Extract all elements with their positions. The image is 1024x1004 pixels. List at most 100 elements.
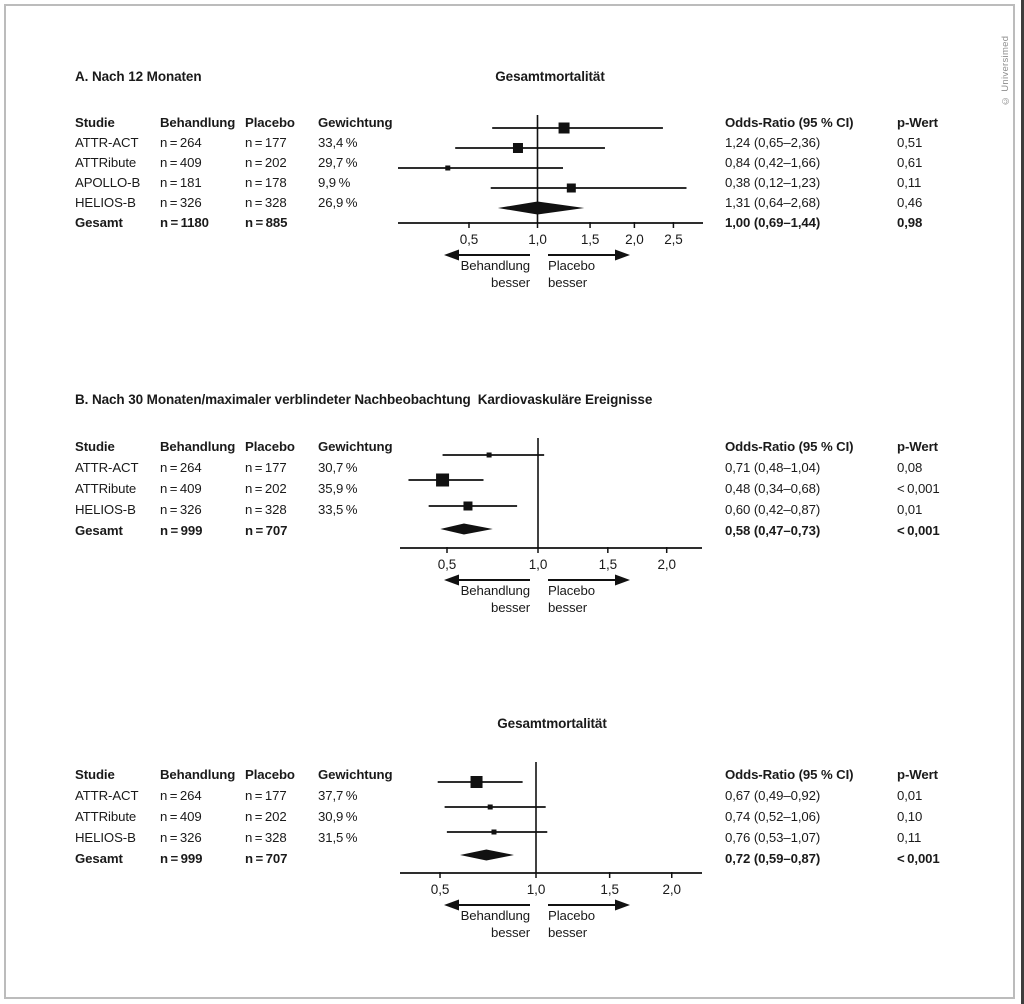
cell-weight: 33,5 % — [318, 502, 358, 517]
cell-treatment-n: n = 264 — [160, 788, 202, 803]
cell-p-value: 0,46 — [897, 195, 923, 210]
cell-placebo-n: n = 202 — [245, 481, 287, 496]
cell-weight: 26,9 % — [318, 195, 358, 210]
cell-total-label: Gesamt — [75, 851, 123, 866]
cell-odds-ratio: 1,24 (0,65–2,36) — [725, 135, 821, 150]
cell-treatment-n: n = 326 — [160, 830, 202, 845]
cell-study: APOLLO-B — [75, 175, 141, 190]
odds-ratio-table: Odds-Ratio (95 % CI) p-Wert 1,24 (0,65–2,3… — [725, 113, 977, 233]
cell-weight: 30,7 % — [318, 460, 358, 475]
cell-weight: 37,7 % — [318, 788, 358, 803]
cell-total-weight — [318, 848, 418, 869]
odds-ratio-table: Odds-Ratio (95 % CI) p-Wert 0,71 (0,48–1,0… — [725, 436, 977, 541]
cell-p-value: 0,51 — [897, 135, 923, 150]
cell-p-value: 0,11 — [897, 830, 922, 845]
cell-odds-ratio: 0,71 (0,48–1,04) — [725, 460, 821, 475]
copyright-label: © Universimed — [1000, 35, 1011, 106]
col-placebo-header: Placebo — [245, 115, 295, 130]
cell-placebo-n: n = 328 — [245, 195, 287, 210]
cell-p-value: 0,61 — [897, 155, 923, 170]
cell-study: ATTRibute — [75, 155, 137, 170]
cell-odds-ratio: 1,31 (0,64–2,68) — [725, 195, 821, 210]
cell-odds-ratio: 0,76 (0,53–1,07) — [725, 830, 821, 845]
col-placebo-header: Placebo — [245, 439, 295, 454]
cell-placebo-n: n = 328 — [245, 830, 287, 845]
cell-treatment-n: n = 409 — [160, 809, 202, 824]
cell-total-weight — [318, 213, 418, 233]
col-study-header: Studie — [75, 439, 115, 454]
cell-p-value: 0,01 — [897, 788, 923, 803]
cell-total-label: Gesamt — [75, 523, 123, 538]
cell-study: ATTRibute — [75, 481, 137, 496]
cell-total-weight — [318, 520, 418, 541]
cell-treatment-n: n = 264 — [160, 460, 202, 475]
cell-weight: 35,9 % — [318, 481, 358, 496]
cell-total-treatment-n: n = 1180 — [160, 215, 209, 230]
window-right-edge — [1021, 0, 1024, 1004]
cell-study: ATTR-ACT — [75, 135, 139, 150]
cell-treatment-n: n = 326 — [160, 502, 202, 517]
cell-odds-ratio: 0,84 (0,42–1,66) — [725, 155, 821, 170]
cell-placebo-n: n = 178 — [245, 175, 287, 190]
cell-treatment-n: n = 409 — [160, 481, 202, 496]
cell-total-placebo-n: n = 707 — [245, 851, 288, 866]
cell-total-p-value: < 0,001 — [897, 851, 940, 866]
col-p-value-header: p-Wert — [897, 767, 938, 782]
cell-study: HELIOS-B — [75, 502, 136, 517]
cell-treatment-n: n = 264 — [160, 135, 202, 150]
cell-total-odds-ratio: 1,00 (0,69–1,44) — [725, 215, 821, 230]
cell-placebo-n: n = 328 — [245, 502, 287, 517]
cell-treatment-n: n = 409 — [160, 155, 202, 170]
plot-title: Gesamtmortalität — [497, 716, 607, 731]
cell-weight: 30,9 % — [318, 809, 358, 824]
panel-heading: A. Nach 12 Monaten — [75, 69, 202, 84]
col-treatment-header: Behandlung — [160, 767, 236, 782]
study-table: Studie Behandlung Placebo Gewichtung ATTR-AC… — [75, 764, 418, 869]
cell-placebo-n: n = 177 — [245, 788, 287, 803]
cell-total-placebo-n: n = 885 — [245, 215, 288, 230]
cell-placebo-n: n = 202 — [245, 155, 287, 170]
cell-total-p-value: < 0,001 — [897, 523, 940, 538]
cell-odds-ratio: 0,74 (0,52–1,06) — [725, 809, 821, 824]
col-treatment-header: Behandlung — [160, 439, 236, 454]
col-p-value-header: p-Wert — [897, 439, 938, 454]
cell-placebo-n: n = 177 — [245, 460, 287, 475]
cell-odds-ratio: 0,67 (0,49–0,92) — [725, 788, 821, 803]
cell-total-treatment-n: n = 999 — [160, 523, 203, 538]
cell-odds-ratio: 0,38 (0,12–1,23) — [725, 175, 821, 190]
cell-weight: 31,5 % — [318, 830, 358, 845]
panel-heading: B. Nach 30 Monaten/maximaler verblindete… — [75, 392, 471, 407]
col-odds-ratio-header: Odds-Ratio (95 % CI) — [725, 439, 854, 454]
cell-p-value: < 0,001 — [897, 481, 940, 496]
cell-total-label: Gesamt — [75, 215, 123, 230]
col-study-header: Studie — [75, 767, 115, 782]
cell-p-value: 0,10 — [897, 809, 923, 824]
col-odds-ratio-header: Odds-Ratio (95 % CI) — [725, 115, 854, 130]
cell-placebo-n: n = 177 — [245, 135, 287, 150]
cell-treatment-n: n = 181 — [160, 175, 202, 190]
col-treatment-header: Behandlung — [160, 115, 236, 130]
cell-total-odds-ratio: 0,72 (0,59–0,87) — [725, 851, 821, 866]
col-p-value-header: p-Wert — [897, 115, 938, 130]
plot-title: Gesamtmortalität — [495, 69, 605, 84]
cell-p-value: 0,11 — [897, 175, 922, 190]
cell-study: ATTR-ACT — [75, 460, 139, 475]
cell-study: ATTRibute — [75, 809, 137, 824]
cell-total-treatment-n: n = 999 — [160, 851, 203, 866]
col-weight-header: Gewichtung — [318, 767, 393, 782]
cell-placebo-n: n = 202 — [245, 809, 287, 824]
cell-total-placebo-n: n = 707 — [245, 523, 288, 538]
cell-study: ATTR-ACT — [75, 788, 139, 803]
figure-frame — [4, 4, 1015, 999]
cell-treatment-n: n = 326 — [160, 195, 202, 210]
cell-odds-ratio: 0,60 (0,42–0,87) — [725, 502, 821, 517]
cell-p-value: 0,01 — [897, 502, 923, 517]
cell-p-value: 0,08 — [897, 460, 923, 475]
cell-weight: 9,9 % — [318, 175, 351, 190]
cell-total-p-value: 0,98 — [897, 215, 923, 230]
cell-study: HELIOS-B — [75, 195, 136, 210]
cell-odds-ratio: 0,48 (0,34–0,68) — [725, 481, 821, 496]
cell-weight: 29,7 % — [318, 155, 358, 170]
col-odds-ratio-header: Odds-Ratio (95 % CI) — [725, 767, 854, 782]
